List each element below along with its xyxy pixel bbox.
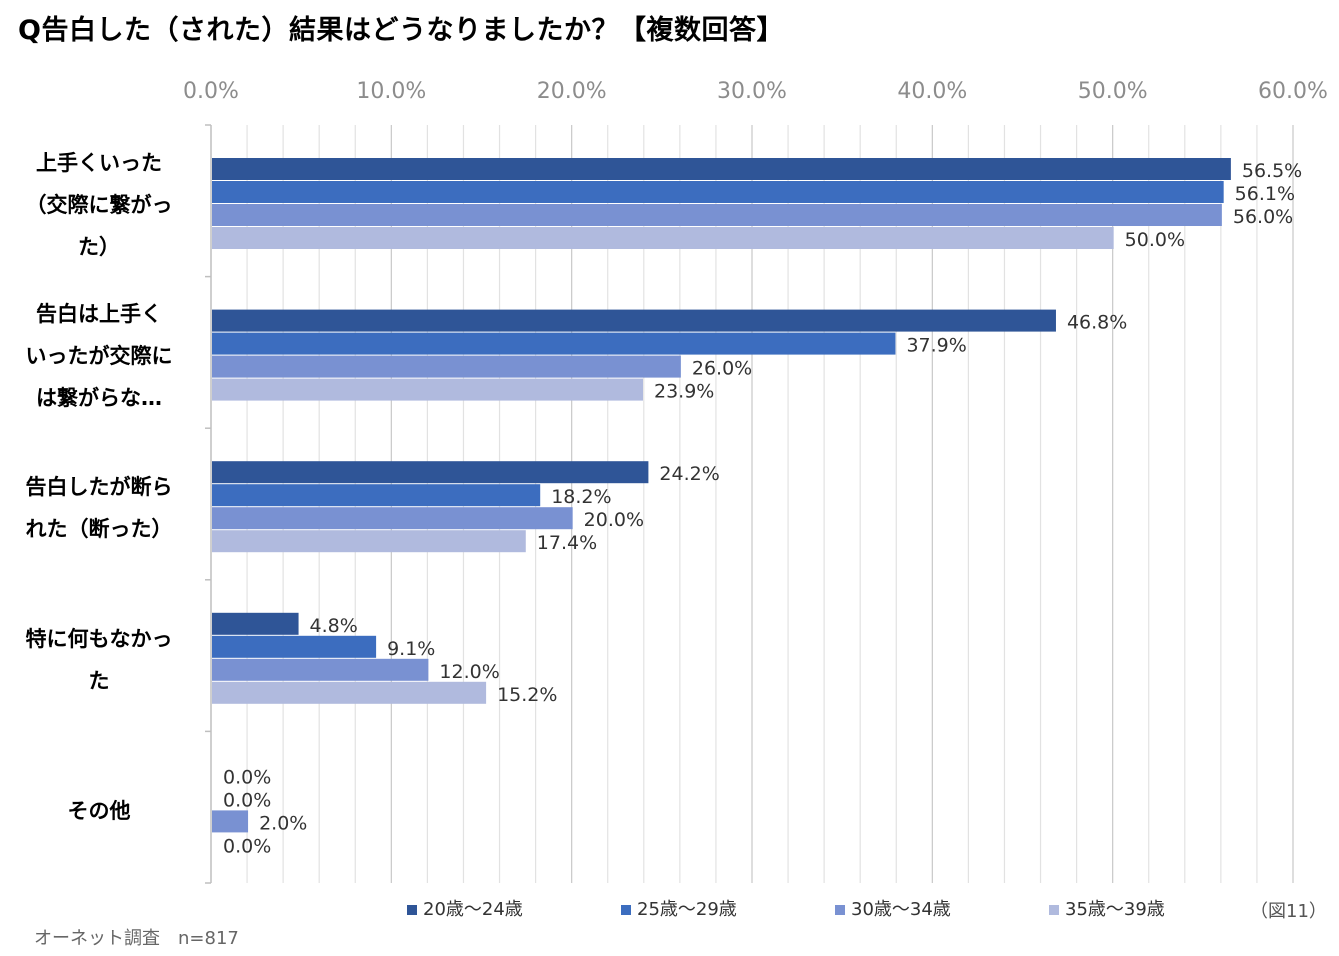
- x-tick-label: 20.0%: [537, 79, 607, 104]
- data-label: 23.9%: [654, 381, 714, 403]
- legend-label: 20歳～24歳: [423, 899, 523, 920]
- bar: [212, 355, 681, 378]
- legend-label: 35歳～39歳: [1065, 899, 1165, 920]
- x-tick-label: 10.0%: [356, 79, 426, 104]
- bar: [212, 658, 429, 681]
- legend-item: 20歳～24歳: [407, 895, 523, 921]
- category-label-line: その他: [67, 799, 131, 824]
- bar: [212, 810, 249, 833]
- data-label: 15.2%: [497, 684, 557, 706]
- bar: [212, 635, 377, 658]
- bar: [212, 309, 1056, 332]
- category-label-line: （交際に繋がっ: [25, 192, 173, 217]
- category-label-line: 告白したが断ら: [25, 475, 173, 499]
- bar: [212, 158, 1231, 180]
- data-label: 0.0%: [223, 835, 271, 857]
- x-tick-label: 50.0%: [1078, 79, 1148, 104]
- bar: [212, 181, 1224, 203]
- data-label: 37.9%: [906, 335, 966, 357]
- legend-item: 30歳～34歳: [835, 895, 951, 921]
- x-tick-label: 30.0%: [717, 79, 787, 104]
- x-tick-label: 40.0%: [897, 79, 967, 104]
- data-label: 56.5%: [1242, 160, 1302, 182]
- bar: [212, 332, 896, 355]
- data-label: 12.0%: [439, 661, 499, 683]
- data-label: 56.0%: [1233, 206, 1293, 228]
- legend-swatch: [835, 905, 845, 915]
- legend-swatch: [1049, 905, 1059, 915]
- legend-item: 25歳～29歳: [621, 895, 737, 921]
- data-label: 24.2%: [659, 463, 719, 485]
- legend-item: 35歳～39歳: [1049, 895, 1165, 921]
- chart-title: Q告白した（された）結果はどうなりましたか？【複数回答】: [18, 15, 784, 46]
- source-note: オーネット調査 n=817: [34, 928, 239, 949]
- category-label: その他: [8, 790, 190, 832]
- category-label-line: 上手くいった: [36, 150, 162, 175]
- legend-label: 30歳～34歳: [851, 899, 951, 920]
- x-tick-label: 0.0%: [183, 79, 239, 104]
- category-label-line: た: [88, 668, 110, 693]
- category-label-line: た）: [78, 234, 120, 259]
- data-label: 0.0%: [223, 789, 271, 811]
- bar: [212, 484, 541, 507]
- data-label: 2.0%: [259, 812, 307, 834]
- bar: [212, 530, 526, 553]
- data-label: 46.8%: [1067, 312, 1127, 334]
- category-label: 特に何もなかった: [8, 618, 190, 702]
- bar: [212, 378, 643, 401]
- data-label: 18.2%: [551, 486, 611, 508]
- data-label: 50.0%: [1125, 229, 1185, 251]
- bar: [212, 681, 487, 704]
- bar: [212, 507, 573, 530]
- category-label-line: 特に何もなかっ: [25, 626, 173, 651]
- legend-label: 25歳～29歳: [637, 899, 737, 920]
- bar: [212, 204, 1222, 226]
- legend-swatch: [621, 905, 631, 915]
- data-label: 9.1%: [387, 638, 435, 660]
- category-label-line: は繋がらな…: [36, 386, 162, 411]
- x-tick-label: 60.0%: [1258, 79, 1328, 104]
- data-label: 56.1%: [1235, 183, 1295, 205]
- category-label: 告白は上手く いったが交際に は繋がらな…: [8, 293, 190, 419]
- category-label: 告白したが断ら れた（断った）: [8, 466, 190, 550]
- data-label: 0.0%: [223, 766, 271, 788]
- data-label: 20.0%: [584, 509, 644, 531]
- data-label: 17.4%: [537, 532, 597, 554]
- data-label: 26.0%: [692, 358, 752, 380]
- data-label: 4.8%: [310, 615, 358, 637]
- category-label-line: 告白は上手く: [36, 302, 162, 327]
- legend-swatch: [407, 905, 417, 915]
- bar: [212, 461, 649, 484]
- category-label-line: れた（断った）: [25, 517, 173, 541]
- bar: [212, 227, 1114, 249]
- figure-number: （図11）: [1250, 901, 1327, 922]
- category-label-line: いったが交際に: [25, 344, 173, 369]
- category-label: 上手くいった （交際に繋がっ た）: [8, 142, 190, 268]
- bar: [212, 612, 299, 635]
